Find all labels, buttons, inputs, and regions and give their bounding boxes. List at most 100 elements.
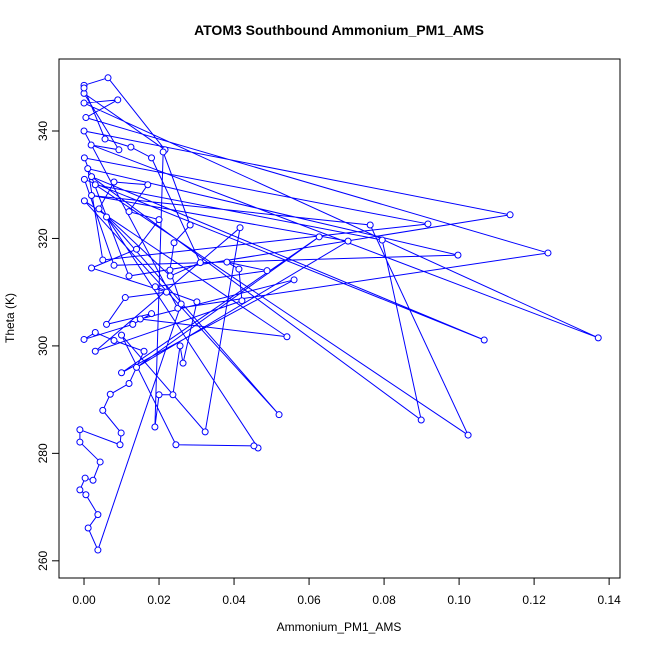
data-point — [80, 127, 88, 135]
data-point — [101, 135, 109, 143]
data-point — [82, 491, 90, 499]
data-point — [166, 266, 174, 274]
data-point — [238, 297, 246, 305]
data-point — [95, 205, 103, 213]
data-point — [176, 342, 184, 350]
data-point — [148, 310, 156, 318]
data-point — [263, 267, 271, 275]
data-point — [144, 181, 152, 189]
data-point — [366, 221, 374, 229]
data-point — [125, 380, 133, 388]
data-point — [378, 236, 386, 244]
data-point — [454, 251, 462, 259]
data-point — [80, 335, 88, 343]
data-point — [170, 239, 178, 247]
data-point — [80, 175, 88, 183]
data-point — [193, 298, 201, 306]
data-point — [283, 333, 291, 341]
data-point — [125, 208, 133, 216]
data-point — [159, 148, 167, 156]
x-tick-label: 0.02 — [147, 593, 171, 607]
data-point — [110, 261, 118, 269]
data-point — [82, 114, 90, 122]
data-point — [76, 486, 84, 494]
data-point — [91, 347, 99, 355]
data-point — [163, 288, 171, 296]
data-point — [196, 259, 204, 267]
chart-title: ATOM3 Southbound Ammonium_PM1_AMS — [194, 22, 484, 38]
y-tick-label: 280 — [36, 443, 50, 463]
data-point — [223, 258, 231, 266]
data-point — [179, 359, 187, 367]
data-point — [114, 96, 122, 104]
y-axis-label: Theta (K) — [3, 293, 17, 343]
data-point — [103, 213, 111, 221]
data-point — [80, 154, 88, 162]
data-point — [127, 143, 135, 151]
data-point — [76, 438, 84, 446]
x-tick-label: 0.14 — [597, 593, 621, 607]
data-point — [103, 320, 111, 328]
data-point — [129, 320, 137, 328]
y-tick-label: 300 — [36, 336, 50, 356]
data-point — [106, 390, 114, 398]
data-point — [80, 197, 88, 205]
data-point — [81, 474, 89, 482]
data-point — [480, 336, 488, 344]
data-point — [99, 256, 107, 264]
data-point — [87, 141, 95, 149]
data-point — [140, 347, 148, 355]
x-tick-label: 0.12 — [522, 593, 546, 607]
data-point — [94, 511, 102, 519]
data-point — [166, 272, 174, 280]
data-point — [201, 428, 209, 436]
data-point — [110, 178, 118, 186]
data-point — [110, 337, 118, 345]
data-point — [275, 411, 283, 419]
data-point — [594, 334, 602, 342]
x-tick-label: 0.10 — [447, 593, 471, 607]
data-point — [290, 276, 298, 284]
y-tick-label: 320 — [36, 228, 50, 248]
data-point — [89, 476, 97, 484]
data-point — [115, 146, 123, 154]
data-point — [506, 211, 514, 219]
data-point — [80, 84, 88, 92]
data-point — [155, 216, 163, 224]
data-point — [84, 165, 92, 173]
x-axis-label: Ammonium_PM1_AMS — [277, 620, 402, 634]
data-point — [344, 237, 352, 245]
data-point — [94, 546, 102, 554]
data-point — [235, 265, 243, 273]
data-point — [417, 416, 425, 424]
x-tick-label: 0.08 — [372, 593, 396, 607]
data-point — [133, 245, 141, 253]
y-tick-label: 260 — [36, 550, 50, 570]
data-point — [91, 328, 99, 336]
data-point — [88, 173, 96, 181]
data-point — [172, 441, 180, 449]
data-point — [177, 300, 185, 308]
data-point — [104, 74, 112, 82]
data-point — [117, 429, 125, 437]
data-point — [186, 221, 194, 229]
data-point — [464, 431, 472, 439]
data-point — [236, 224, 244, 232]
data-point — [121, 294, 129, 302]
data-point — [151, 283, 159, 291]
data-point — [136, 315, 144, 323]
data-point — [315, 233, 323, 241]
data-point — [88, 264, 96, 272]
data-point — [116, 441, 124, 449]
x-tick-label: 0.04 — [222, 593, 246, 607]
data-point — [250, 442, 258, 450]
data-point — [99, 406, 107, 414]
data-point — [76, 426, 84, 434]
data-point — [80, 99, 88, 107]
data-point — [84, 524, 92, 532]
data-point — [88, 191, 96, 199]
data-point — [133, 363, 141, 371]
data-point — [424, 220, 432, 228]
x-tick-label: 0.00 — [72, 593, 96, 607]
